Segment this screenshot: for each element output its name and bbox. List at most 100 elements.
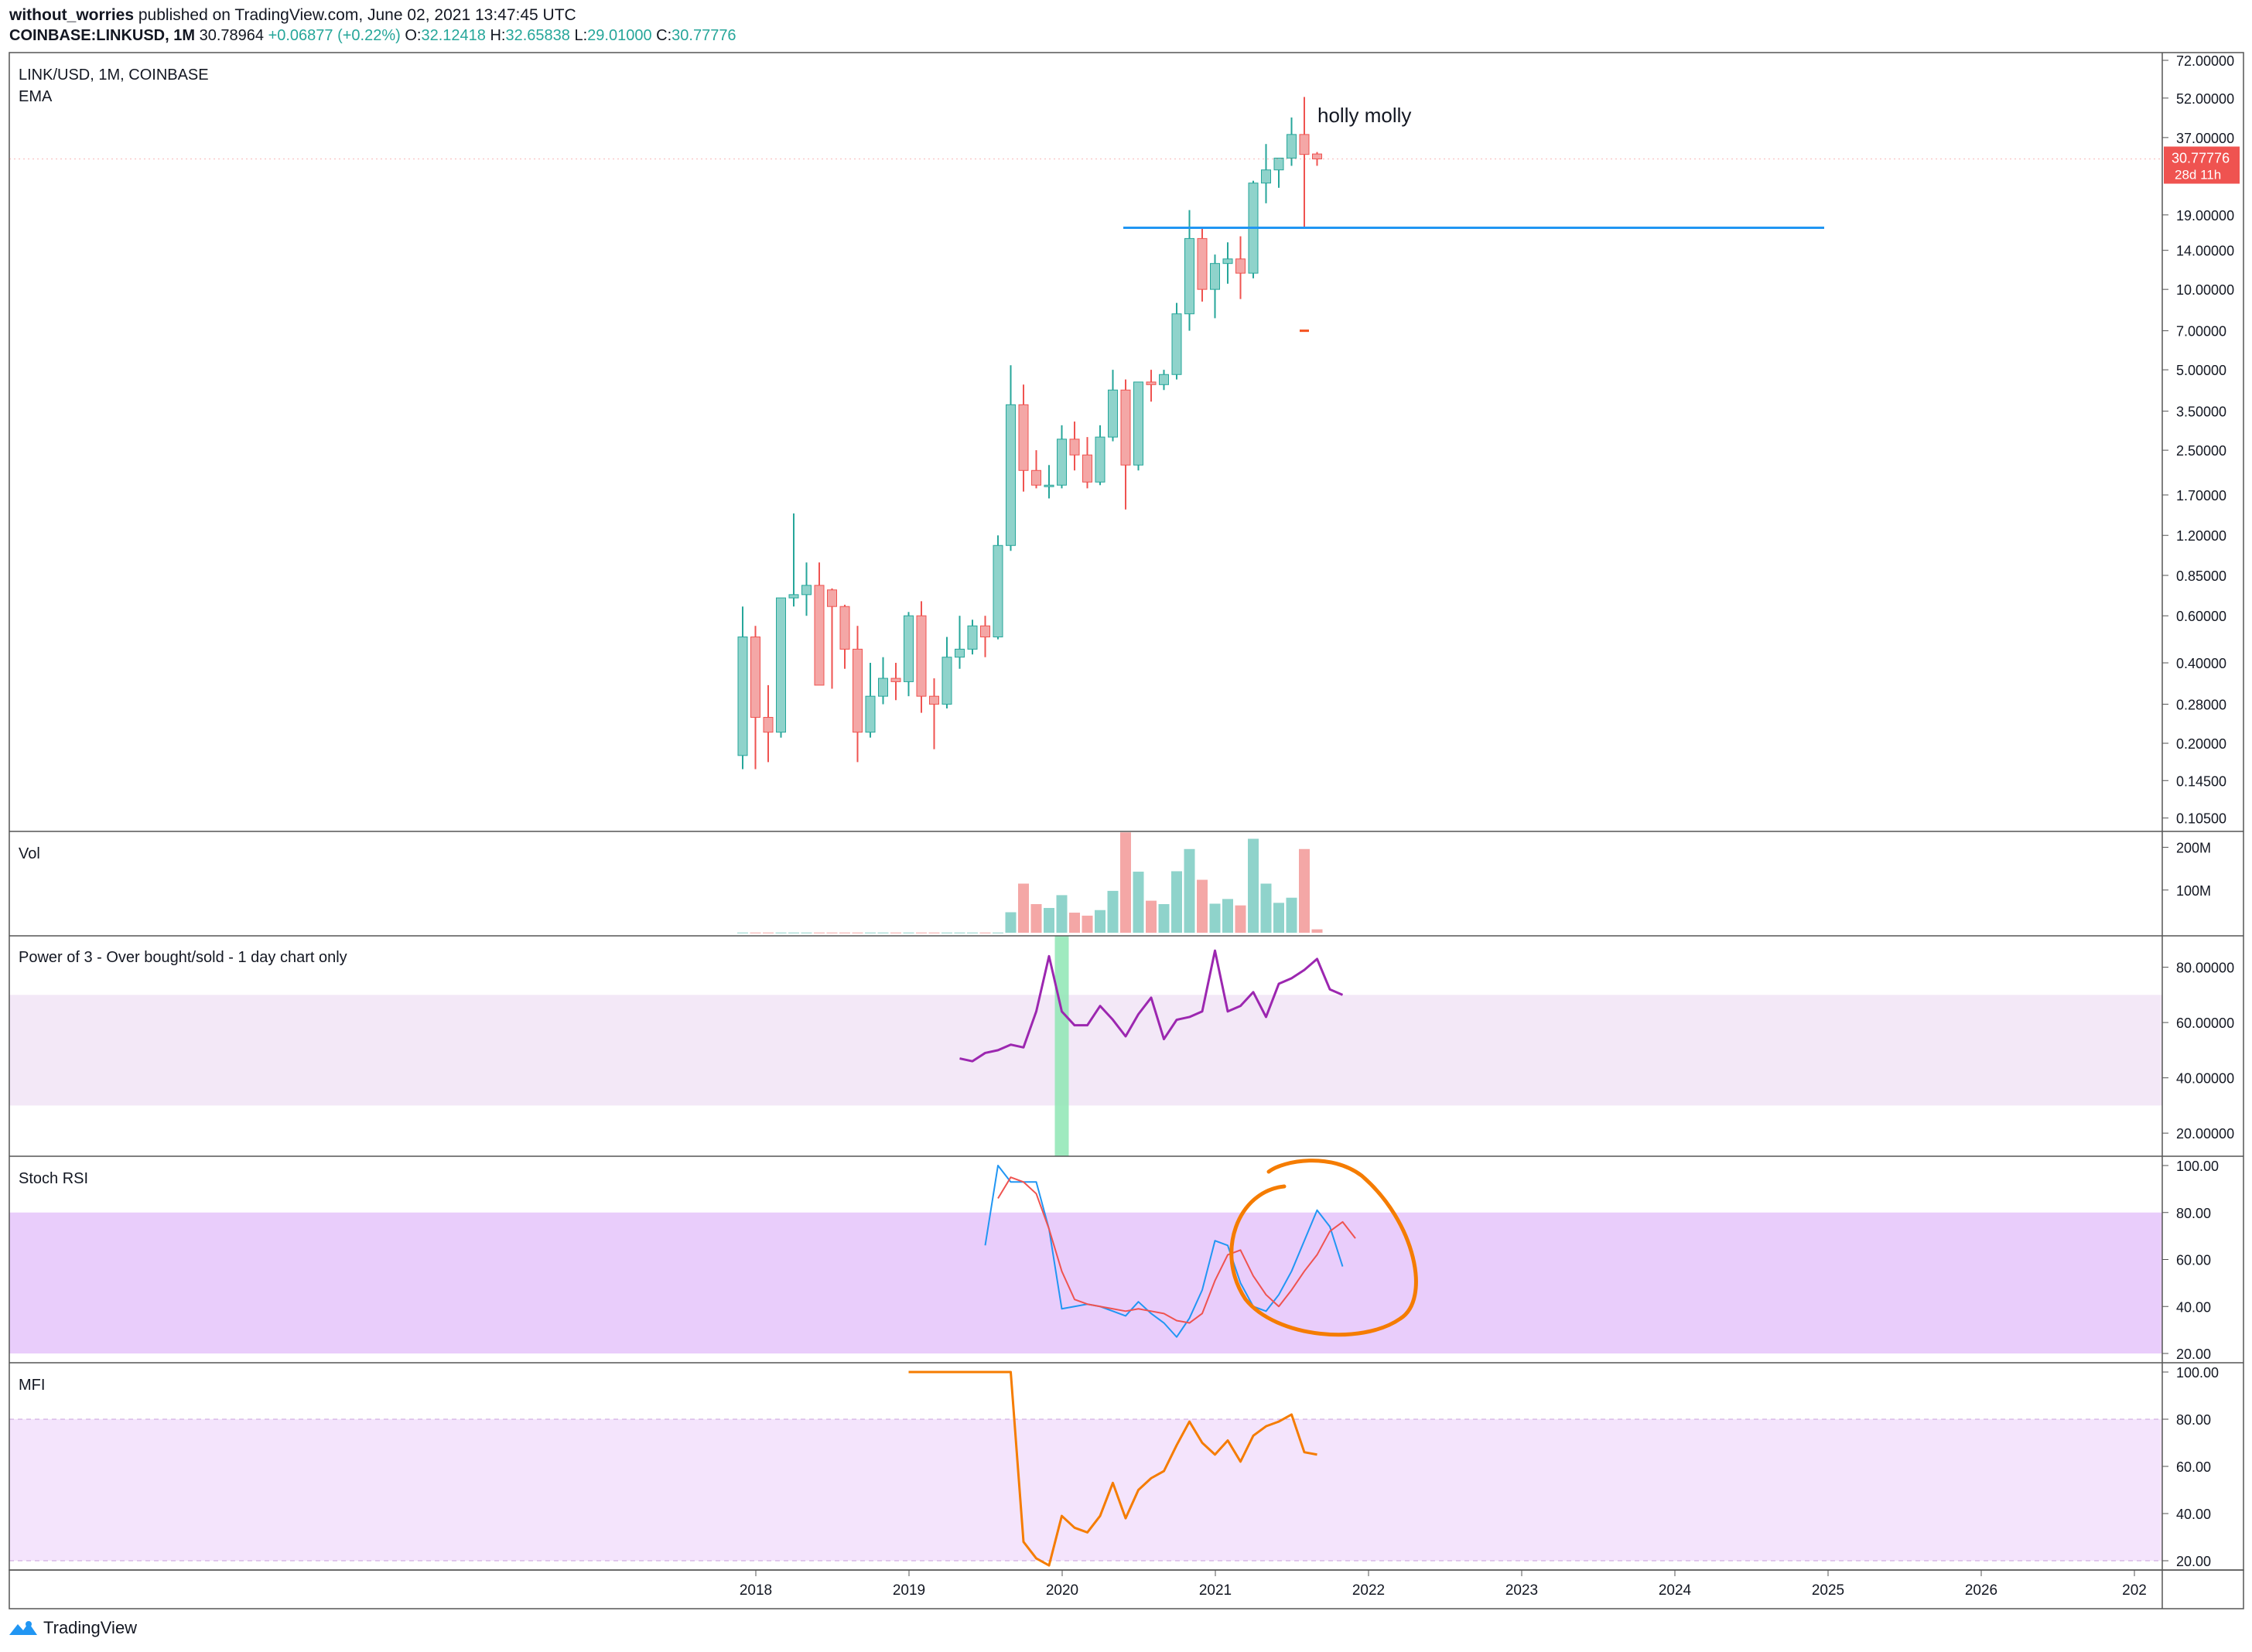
volume-bar — [1311, 929, 1323, 933]
candle-body — [916, 615, 927, 697]
price-tick-label: 0.85000 — [2176, 568, 2226, 584]
power-pane-title: Power of 3 - Over bought/sold - 1 day ch… — [19, 949, 347, 966]
mfi-tick-label: 100.00 — [2176, 1365, 2219, 1381]
candle-body — [904, 615, 914, 682]
candle-body — [776, 597, 786, 733]
volume-bar — [916, 932, 927, 934]
price-tick-label: 0.60000 — [2176, 609, 2226, 624]
power-overbought-band — [9, 995, 2162, 1106]
volume-bar — [1146, 900, 1157, 933]
vol-tick-label: 200M — [2176, 841, 2211, 856]
author-name[interactable]: without_worries — [9, 6, 135, 24]
candle-down — [980, 616, 990, 657]
candle-body — [878, 678, 888, 697]
candle-body — [1171, 313, 1182, 375]
candle-down — [1082, 437, 1092, 489]
candle-body — [1082, 454, 1092, 483]
candle-body — [814, 585, 825, 686]
candle-down — [1235, 236, 1246, 299]
vol-pane-title: Vol — [19, 845, 40, 862]
time-tick-label: 2022 — [1352, 1582, 1385, 1599]
volume-bar — [1273, 903, 1284, 933]
last-price-badge-value: 30.77776 — [2172, 150, 2230, 166]
candle-down — [763, 684, 774, 763]
volume-bar — [1056, 895, 1068, 933]
candle-body — [1261, 169, 1271, 184]
price-tick-label: 3.50000 — [2176, 404, 2226, 420]
candle-up — [904, 612, 914, 697]
open-label: O: — [405, 27, 422, 44]
stoch-tick-label: 80.00 — [2176, 1206, 2211, 1221]
volume-bar — [1030, 904, 1042, 933]
price-tick-label: 2.50000 — [2176, 443, 2226, 459]
high-value: 32.65838 — [505, 27, 570, 44]
volume-bar — [1107, 890, 1119, 933]
volume-bar — [865, 932, 876, 934]
candle-body — [1222, 258, 1233, 265]
candle-body — [1057, 439, 1067, 486]
candle-body — [801, 585, 812, 596]
candle-body — [955, 648, 965, 658]
vol-tick-label: 100M — [2176, 883, 2211, 899]
volume-bar — [890, 932, 901, 934]
candle-body — [967, 625, 978, 650]
volume-bar — [814, 932, 825, 934]
last-price: 30.78964 — [199, 27, 264, 44]
symbol-label: COINBASE:LINKUSD, 1M — [9, 27, 196, 44]
candle-body — [929, 695, 939, 705]
tradingview-logo[interactable]: TradingView — [8, 1618, 137, 1638]
candle-down — [750, 626, 760, 770]
candle-up — [941, 637, 952, 708]
candle-up — [1159, 370, 1169, 391]
volume-bar — [775, 932, 787, 934]
candle-body — [1197, 237, 1208, 290]
time-tick-label: 2018 — [740, 1582, 772, 1599]
price-change: +0.06877 (+0.22%) — [268, 27, 401, 44]
volume-bar — [877, 932, 889, 934]
countdown-badge: 28d 11h — [2175, 167, 2221, 182]
candle-body — [941, 657, 952, 705]
time-tick-label: 2024 — [1659, 1582, 1692, 1599]
low-value: 29.01000 — [587, 27, 652, 44]
candle-body — [763, 717, 774, 733]
candle-up — [1222, 242, 1233, 284]
volume-bar — [1082, 915, 1093, 933]
volume-bar — [979, 932, 991, 934]
volume-bar — [1222, 899, 1233, 933]
candle-up — [776, 597, 786, 738]
tradingview-logo-icon — [9, 1621, 37, 1635]
candle-up — [967, 620, 978, 655]
volume-bar — [1120, 832, 1131, 933]
volume-bar — [928, 932, 940, 934]
volume-bar — [1069, 913, 1080, 933]
candle-body — [853, 648, 863, 733]
volume-bar — [1158, 904, 1170, 933]
candle-body — [1069, 439, 1080, 456]
volume-bar — [1005, 912, 1017, 933]
candle-up — [1006, 365, 1016, 551]
candle-body — [737, 637, 748, 756]
power-of-3-line — [959, 949, 1344, 1063]
power-tick-label: 40.00000 — [2176, 1071, 2234, 1087]
volume-series — [737, 832, 1323, 934]
candle-body — [865, 695, 876, 733]
high-label: H: — [490, 27, 506, 44]
time-tick-label: 2021 — [1199, 1582, 1232, 1599]
mfi-tick-label: 40.00 — [2176, 1507, 2211, 1522]
candle-body — [1095, 436, 1105, 483]
volume-bar — [1171, 871, 1182, 933]
volume-bar — [903, 932, 914, 934]
mfi-tick-label: 80.00 — [2176, 1412, 2211, 1428]
candle-down — [1018, 384, 1029, 492]
volume-bar — [750, 932, 761, 934]
candle-down — [1031, 450, 1041, 489]
stoch-d-line — [997, 1176, 1356, 1324]
price-tick-label: 37.00000 — [2176, 131, 2234, 146]
power-tick-label: 60.00000 — [2176, 1015, 2234, 1031]
price-tick-label: 72.00000 — [2176, 53, 2234, 69]
price-tick-label: 1.20000 — [2176, 528, 2226, 544]
candle-body — [1287, 134, 1297, 159]
candle-body — [993, 544, 1003, 638]
candle-down — [1312, 152, 1322, 166]
